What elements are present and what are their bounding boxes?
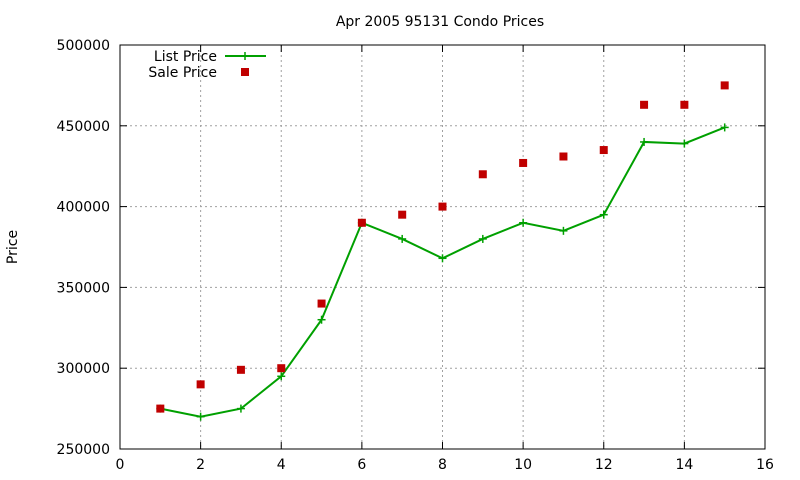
data-point — [196, 380, 205, 389]
data-point — [680, 139, 689, 148]
y-tick-label: 500000 — [57, 38, 110, 54]
y-tick-label: 450000 — [57, 119, 110, 135]
data-point — [398, 210, 407, 219]
data-point — [196, 412, 205, 421]
data-point — [277, 364, 286, 373]
legend-label: Sale Price — [148, 65, 217, 81]
legend-marker — [241, 68, 249, 76]
x-tick-label: 2 — [196, 457, 205, 473]
legend-marker — [241, 52, 249, 60]
axis-ticks: 0 2 4 6 8 10 12 14 16 250000 300000 350000 400000 450… — [57, 38, 774, 473]
y-tick-label: 400000 — [57, 200, 110, 216]
data-point — [236, 365, 245, 374]
data-point — [559, 152, 568, 161]
data-point — [156, 404, 165, 413]
data-point — [357, 218, 366, 227]
data-point — [478, 234, 487, 243]
gridlines — [120, 45, 765, 449]
data-point — [317, 299, 326, 308]
y-tick-label: 350000 — [57, 280, 110, 296]
data-point — [438, 254, 447, 263]
data-point — [640, 100, 649, 109]
chart-title: Apr 2005 95131 Condo Prices — [336, 14, 544, 30]
data-point — [720, 123, 729, 132]
x-tick-label: 10 — [514, 457, 532, 473]
x-tick-label: 12 — [595, 457, 613, 473]
legend-label: List Price — [154, 49, 217, 65]
data-point — [680, 100, 689, 109]
x-tick-label: 16 — [756, 457, 774, 473]
data-point — [398, 234, 407, 243]
data-point — [640, 137, 649, 146]
data-point — [478, 170, 487, 179]
data-series — [156, 81, 729, 421]
data-point — [519, 158, 528, 167]
y-axis-label: Price — [5, 230, 21, 264]
data-point — [599, 146, 608, 155]
data-point — [438, 202, 447, 211]
x-tick-label: 14 — [675, 457, 693, 473]
series-sale-price — [156, 81, 729, 413]
y-tick-label: 300000 — [57, 361, 110, 377]
y-tick-label: 250000 — [57, 442, 110, 458]
data-point — [599, 210, 608, 219]
data-point — [277, 372, 286, 381]
x-tick-label: 4 — [277, 457, 286, 473]
data-point — [236, 404, 245, 413]
x-tick-label: 0 — [116, 457, 125, 473]
data-point — [559, 226, 568, 235]
data-point — [720, 81, 729, 90]
data-point — [317, 315, 326, 324]
x-tick-label: 6 — [357, 457, 366, 473]
x-tick-label: 8 — [438, 457, 447, 473]
series-list-price — [156, 123, 729, 421]
data-point — [519, 218, 528, 227]
